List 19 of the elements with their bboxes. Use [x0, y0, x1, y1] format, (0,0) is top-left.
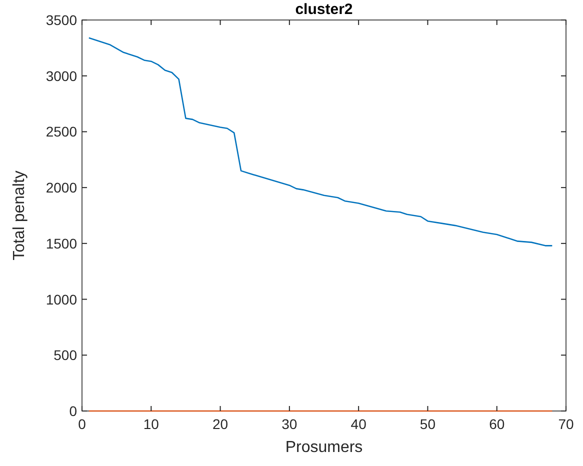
x-tick-label: 20 — [212, 416, 228, 432]
x-tick-label: 10 — [143, 416, 160, 432]
x-tick-label: 70 — [558, 416, 574, 432]
x-tick-label: 50 — [420, 416, 436, 432]
y-tick-label: 2000 — [46, 180, 78, 196]
y-tick-label: 3500 — [46, 12, 78, 28]
x-tick-label: 30 — [282, 416, 298, 432]
y-axis-title: Total penalty — [11, 170, 28, 260]
y-tick-label: 1500 — [46, 235, 78, 252]
chart-title: cluster2 — [295, 1, 353, 18]
y-tick-label: 3000 — [46, 68, 78, 84]
x-tick-label: 60 — [489, 416, 505, 432]
line-series — [88, 37, 553, 246]
x-tick-label: 40 — [350, 416, 367, 432]
y-tick-label: 500 — [54, 347, 78, 364]
y-tick-label: 2500 — [46, 124, 78, 140]
x-axis-title: Prosumers — [285, 439, 363, 456]
y-tick-label: 1000 — [46, 291, 78, 308]
y-tick-label: 0 — [69, 403, 78, 419]
